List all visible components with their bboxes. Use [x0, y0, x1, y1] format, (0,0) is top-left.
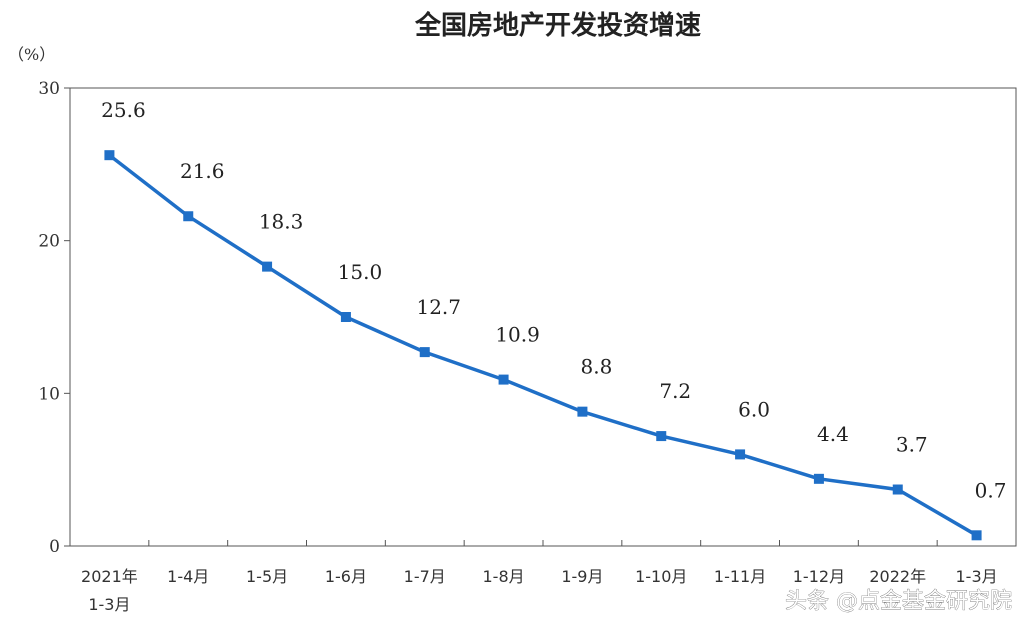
data-point [656, 431, 667, 442]
y-axis: 0 10 20 30 [38, 79, 70, 557]
y-tick-label: 10 [38, 384, 60, 404]
x-tick-label: 1-6月 [325, 567, 367, 586]
data-label: 4.4 [817, 422, 849, 446]
data-point [892, 484, 903, 495]
series-line [108, 153, 978, 537]
x-tick-label: 1-12月 [793, 567, 845, 586]
data-point [971, 530, 982, 541]
data-label: 10.9 [495, 323, 540, 347]
data-label: 15.0 [338, 260, 383, 284]
x-tick-label: 1-4月 [167, 567, 209, 586]
y-axis-unit: （%） [8, 45, 55, 64]
data-label: 0.7 [975, 478, 1007, 502]
x-tick-label: 1-11月 [714, 567, 766, 586]
x-tick-label: 1-10月 [635, 567, 687, 586]
x-axis: 2021年 1-3月 1-4月 1-5月 1-6月 1-7月 1-8月 1-9月 1-10月 1-… [81, 540, 998, 614]
x-tick-label: 2021年 [81, 567, 138, 586]
data-label: 25.6 [101, 98, 146, 122]
y-tick-label: 0 [49, 537, 60, 557]
data-point [183, 211, 194, 222]
y-tick-label: 20 [38, 232, 60, 252]
x-tick-label: 1-5月 [246, 567, 288, 586]
data-point [498, 374, 509, 385]
data-label: 18.3 [259, 210, 304, 234]
data-label: 7.2 [659, 379, 691, 403]
x-tick-label: 1-7月 [404, 567, 446, 586]
x-tick-label: 2022年 [869, 567, 926, 586]
data-markers [104, 150, 982, 541]
x-tick-label: 1-3月 [956, 567, 998, 586]
data-point [735, 449, 746, 460]
watermark: 头条 @点金基金研究院 [785, 589, 1012, 614]
data-point [577, 406, 588, 417]
x-tick-label: 1-9月 [561, 567, 603, 586]
data-label: 21.6 [180, 159, 225, 183]
data-labels: 25.6 21.6 18.3 15.0 12.7 10.9 8.8 7.2 6.0 4.4 3.7 0… [101, 98, 1006, 502]
data-point [813, 473, 824, 484]
data-point [262, 261, 273, 272]
x-tick-label: 1-8月 [483, 567, 525, 586]
y-tick-label: 30 [38, 79, 60, 99]
data-label: 3.7 [896, 433, 928, 457]
data-point [104, 150, 115, 161]
plot-frame [69, 87, 1017, 547]
data-label: 12.7 [416, 295, 461, 319]
data-label: 8.8 [581, 355, 613, 379]
data-point [419, 347, 430, 358]
x-tick-label: 1-3月 [88, 595, 130, 614]
chart-title: 全国房地产开发投资增速 [414, 10, 701, 41]
data-label: 6.0 [738, 397, 770, 421]
data-point [340, 312, 351, 322]
